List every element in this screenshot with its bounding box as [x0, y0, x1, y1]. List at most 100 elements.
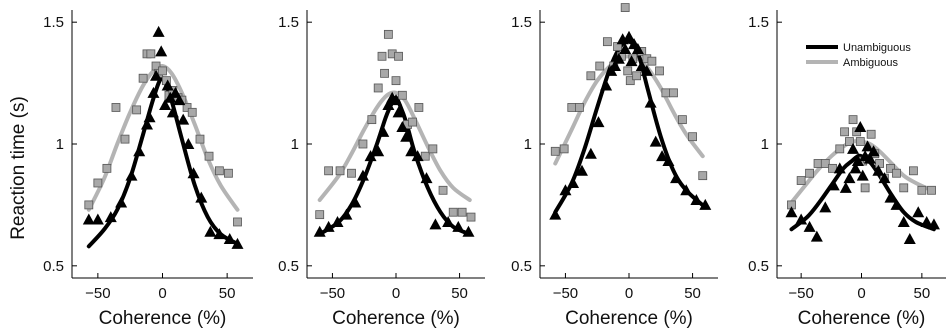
legend-label: Unambiguous — [843, 42, 911, 54]
x-axis-title: Coherence (%) — [565, 308, 693, 329]
ambiguous-data-point — [840, 127, 849, 137]
unambiguous-data-point — [182, 138, 195, 149]
unambiguous-data-point — [872, 164, 885, 176]
ambiguous-data-point — [132, 105, 142, 115]
unambiguous-data-point — [372, 145, 385, 157]
unambiguous-data-point — [920, 215, 933, 227]
ambiguous-data-point — [647, 56, 657, 66]
ambiguous-data-point — [367, 115, 377, 125]
ambiguous-data-point — [602, 37, 612, 47]
unambiguous-data-point — [364, 150, 377, 162]
unambiguous-data-point — [462, 225, 475, 237]
y-tick-label: 0.5 — [748, 258, 769, 275]
unambiguous-data-point — [231, 237, 244, 249]
chart-panel-1: 0.5 1 1.5 −50 0 50 Coherence (%) — [43, 10, 253, 329]
unambiguous-data-point — [143, 111, 156, 123]
unambiguous-data-point — [897, 215, 910, 227]
ambiguous-data-point — [899, 183, 909, 193]
unambiguous-data-point — [884, 191, 897, 203]
unambiguous-data-point — [125, 169, 138, 181]
ambiguous-data-point — [661, 88, 671, 98]
ambiguous-data-point — [214, 166, 224, 176]
ambiguous-data-point — [335, 166, 345, 176]
unambiguous-data-point — [147, 86, 160, 98]
ambiguous-data-point — [855, 137, 865, 146]
ambiguous-data-point — [678, 115, 687, 125]
unambiguous-data-point — [104, 211, 117, 223]
unambiguous-data-point — [442, 215, 455, 227]
x-axis-title: Coherence (%) — [332, 308, 460, 329]
x-axis-title: Coherence (%) — [798, 308, 926, 329]
unambiguous-data-point — [567, 176, 580, 188]
unambiguous-data-point — [851, 155, 864, 167]
unambiguous-data-point — [213, 228, 226, 240]
unambiguous-data-point — [612, 52, 625, 64]
unambiguous-data-point — [680, 184, 693, 196]
ambiguous-data-point — [158, 66, 167, 76]
unambiguous-data-point — [912, 206, 925, 218]
unambiguous-data-point — [411, 150, 424, 162]
ambiguous-data-point — [394, 51, 403, 61]
unambiguous-data-point — [177, 113, 190, 125]
unambiguous-data-point — [331, 215, 344, 227]
y-tick-label: 0.5 — [511, 258, 532, 275]
unambiguous-data-point — [625, 55, 638, 67]
ambiguous-data-point — [848, 115, 858, 125]
ambiguous-data-point — [347, 168, 356, 178]
unambiguous-data-point — [159, 99, 172, 111]
unambiguous-data-point — [166, 106, 179, 118]
ambiguous-data-point — [917, 185, 927, 195]
ambiguous-data-point — [204, 151, 214, 161]
chart-panel-4: 0.5 1 1.5 −50 0 50 Coherence (%) — [748, 10, 946, 329]
ambiguous-data-point — [420, 151, 430, 161]
ambiguous-data-point — [796, 176, 806, 185]
ambiguous-data-point — [84, 200, 94, 210]
ambiguous-data-point — [324, 166, 334, 176]
ambiguous-data-point — [397, 90, 407, 100]
ambiguous-data-point — [892, 168, 901, 178]
ambiguous-data-point — [567, 103, 577, 112]
ambiguous-data-point — [698, 171, 708, 181]
y-tick-label: 1 — [524, 136, 532, 153]
ambiguous-data-point — [408, 117, 417, 127]
x-tick-label: 0 — [158, 285, 166, 302]
unambiguous-data-point — [785, 206, 798, 218]
unambiguous-data-point — [420, 172, 433, 184]
ambiguous-data-point — [428, 144, 438, 154]
x-tick-label: 50 — [684, 285, 701, 302]
ambiguous-data-point — [391, 76, 401, 86]
x-tick-label: 0 — [625, 285, 633, 302]
ambiguous-data-point — [550, 146, 560, 156]
y-tick-label: 1 — [761, 136, 769, 153]
ambiguous-data-point — [224, 168, 233, 178]
x-tick-label: −50 — [320, 285, 345, 302]
ambiguous-data-point — [559, 144, 569, 154]
unambiguous-data-point — [133, 145, 146, 157]
unambiguous-data-point — [863, 152, 876, 164]
unambiguous-data-point — [396, 120, 409, 132]
ambiguous-data-point — [120, 134, 130, 144]
y-tick-label: 0.5 — [278, 258, 299, 275]
unambiguous-data-point — [223, 233, 236, 245]
unambiguous-data-point — [861, 140, 874, 152]
unambiguous-data-point — [356, 169, 369, 181]
ambiguous-data-point — [187, 107, 197, 117]
unambiguous-data-point — [670, 172, 683, 184]
ambiguous-data-point — [414, 103, 424, 112]
y-tick-label: 1 — [291, 136, 299, 153]
unambiguous-data-point — [878, 172, 891, 184]
unambiguous-data-point — [833, 162, 846, 174]
ambiguous-data-point — [813, 159, 823, 168]
unambiguous-data-point — [619, 42, 632, 54]
ambiguous-data-point — [233, 217, 242, 227]
ambiguous-data-point — [927, 185, 936, 195]
ambiguous-data-point — [448, 207, 458, 217]
ambiguous-data-point — [146, 49, 156, 59]
ambiguous-data-point — [909, 166, 918, 176]
unambiguous-data-point — [187, 167, 200, 179]
ambiguous-data-point — [835, 144, 845, 154]
unambiguous-data-point — [382, 99, 395, 111]
unambiguous-data-point — [640, 64, 653, 76]
unambiguous-data-point — [452, 220, 465, 232]
unambiguous-data-point — [699, 198, 712, 210]
